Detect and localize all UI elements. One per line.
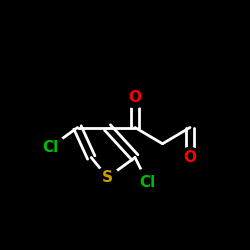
Text: S: S xyxy=(102,170,113,185)
Ellipse shape xyxy=(179,148,201,168)
Ellipse shape xyxy=(124,88,146,108)
Text: O: O xyxy=(184,150,196,165)
Ellipse shape xyxy=(96,167,119,188)
Text: Cl: Cl xyxy=(140,175,156,190)
Ellipse shape xyxy=(35,134,65,161)
Text: Cl: Cl xyxy=(42,140,58,155)
Text: O: O xyxy=(128,90,141,105)
Ellipse shape xyxy=(132,169,162,196)
